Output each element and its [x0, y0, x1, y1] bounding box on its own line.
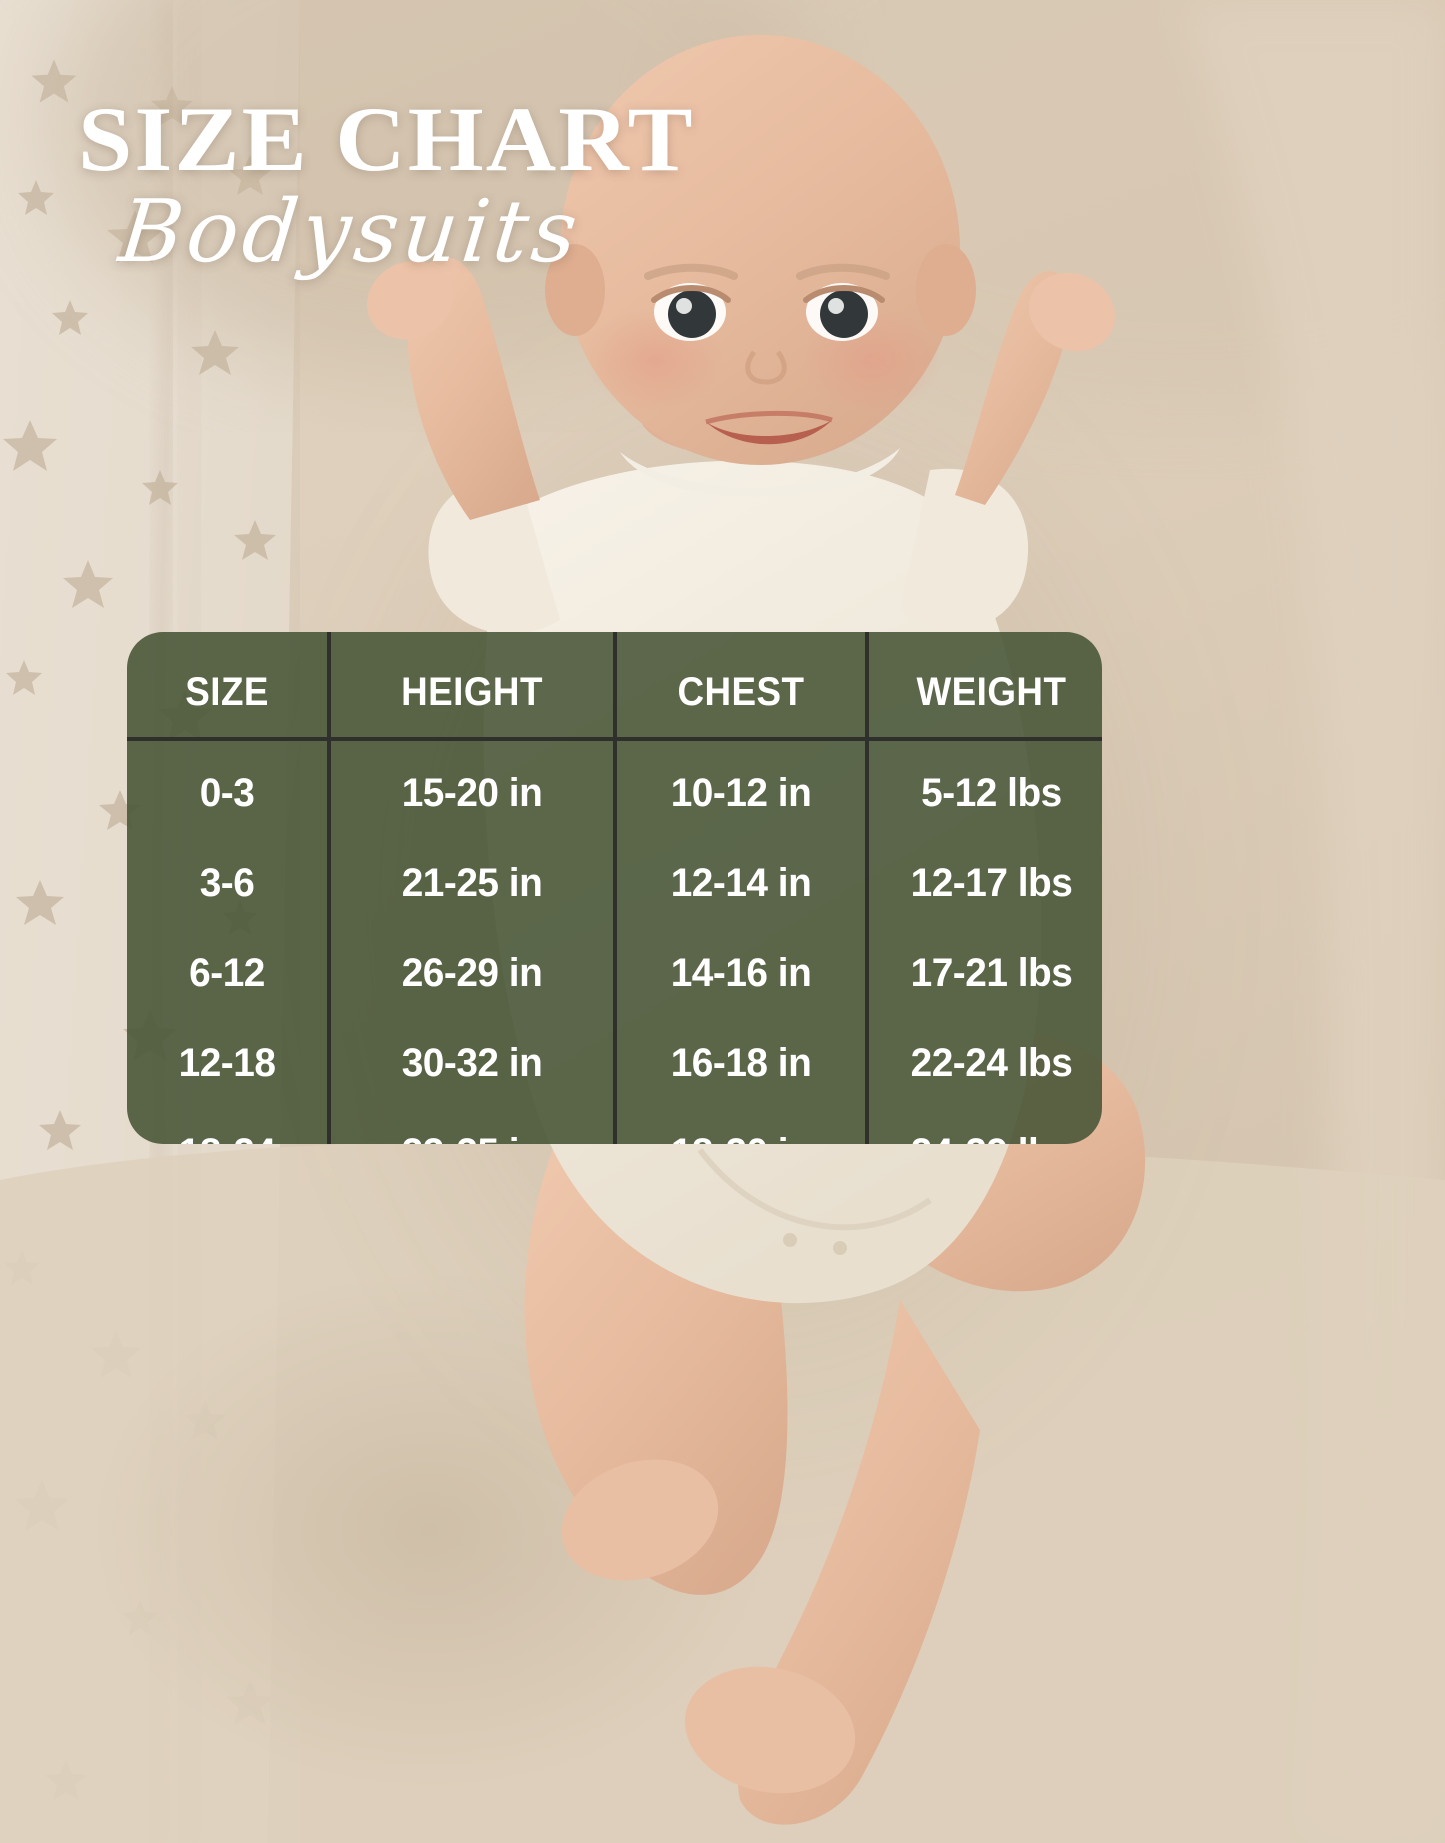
- cell-height: 15-20 in: [331, 739, 611, 838]
- page-subtitle: Bodysuits: [114, 182, 586, 283]
- table-row: 0-3 15-20 in 10-12 in 5-12 lbs: [127, 739, 1102, 838]
- cell-height: 21-25 in: [331, 838, 611, 928]
- cell-weight: 17-21 lbs: [868, 928, 1102, 1018]
- cell-weight: 12-17 lbs: [868, 838, 1102, 928]
- table-row: 12-18 30-32 in 16-18 in 22-24 lbs: [127, 1018, 1102, 1108]
- table-row: 18-24 33-35 in 18-20 in 24-29 lbs: [127, 1108, 1102, 1144]
- cell-weight: 22-24 lbs: [868, 1018, 1102, 1108]
- cell-weight: 5-12 lbs: [868, 739, 1102, 838]
- column-header-height: HEIGHT: [338, 632, 604, 741]
- cell-size: 0-3: [199, 770, 255, 815]
- column-header-size: SIZE: [135, 632, 321, 741]
- size-table-panel: SIZE HEIGHT CHEST WEIGHT 0-3 15-20 in 10…: [127, 632, 1102, 1144]
- cell-chest: 18-20 in: [616, 1108, 864, 1144]
- page-title: SIZE CHART: [78, 88, 695, 190]
- size-table: SIZE HEIGHT CHEST WEIGHT 0-3 15-20 in 10…: [127, 632, 1102, 1144]
- cell-chest: 16-18 in: [616, 1018, 864, 1108]
- cell-chest: 10-12 in: [616, 739, 864, 838]
- table-row: 6-12 26-29 in 14-16 in 17-21 lbs: [127, 928, 1102, 1018]
- table-header-row: SIZE HEIGHT CHEST WEIGHT: [127, 632, 1102, 741]
- cell-height: 26-29 in: [331, 928, 611, 1018]
- column-header-weight: WEIGHT: [875, 632, 1102, 741]
- cell-height: 33-35 in: [331, 1108, 611, 1144]
- cell-chest: 14-16 in: [616, 928, 864, 1018]
- heading-block: SIZE CHART Bodysuits: [78, 93, 692, 283]
- size-table-head: SIZE HEIGHT CHEST WEIGHT: [127, 632, 1102, 741]
- cell-size: 3-6: [199, 860, 255, 905]
- table-row: 3-6 21-25 in 12-14 in 12-17 lbs: [127, 838, 1102, 928]
- size-table-body: 0-3 15-20 in 10-12 in 5-12 lbs 3-6 21-25…: [127, 739, 1102, 1144]
- column-header-chest: CHEST: [623, 632, 857, 741]
- cell-chest: 12-14 in: [616, 838, 864, 928]
- cell-size: 18-24: [130, 1108, 326, 1145]
- cell-height: 30-32 in: [331, 1018, 611, 1108]
- cell-weight: 24-29 lbs: [868, 1108, 1102, 1144]
- cell-size: 12-18: [178, 1040, 276, 1085]
- cell-size: 6-12: [189, 950, 265, 995]
